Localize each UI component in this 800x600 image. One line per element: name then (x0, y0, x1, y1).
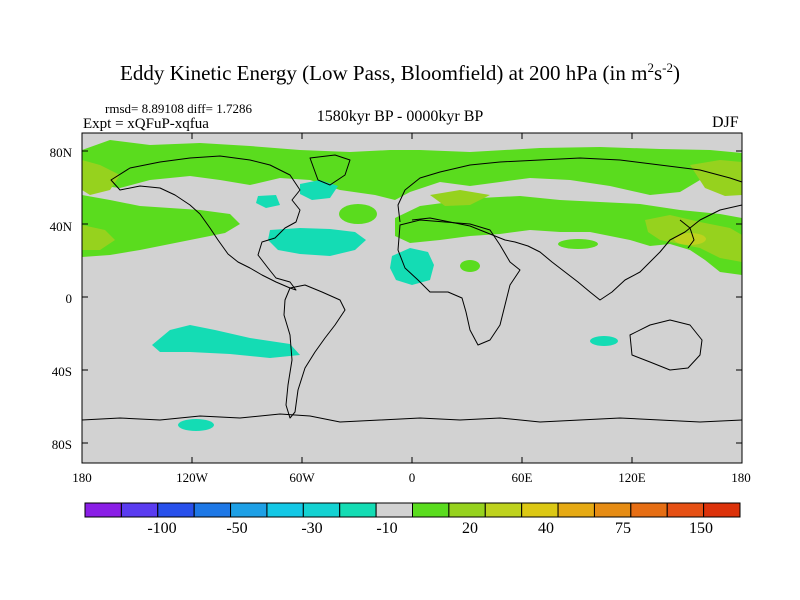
colorbar-box (120, 502, 159, 518)
coast-north-america (110, 155, 301, 291)
anomaly-negative-atlantic (268, 228, 366, 256)
colorbar-box (375, 502, 413, 518)
coast-japan (679, 219, 695, 249)
colorbar-box (266, 502, 304, 518)
anomaly-eurasia-jet (395, 196, 742, 275)
colorbar-box (157, 502, 195, 518)
colorbar-label-minus-100: -100 (147, 520, 177, 537)
coast-antarctica (81, 413, 743, 423)
period-label: 1580kyr BP - 0000kyr BP (316, 108, 484, 125)
colorbar-label-75: 75 (615, 520, 631, 537)
colorbar-box (557, 502, 595, 518)
colorbar-box (230, 502, 268, 518)
anomaly-strong-bering (82, 160, 120, 195)
coast-africa (397, 219, 521, 346)
colorbar-label-minus-10: -10 (376, 520, 398, 537)
anomaly-negative-labrador (300, 180, 338, 200)
colorbar-box (521, 502, 559, 518)
colorbar-box (412, 502, 450, 518)
colorbar-label-20: 20 (462, 520, 478, 537)
lon-label-120e: 120E (618, 470, 646, 485)
anomaly-negative-south-pacific (152, 325, 300, 358)
anomaly-strong-dateline (82, 225, 115, 250)
colorbar-label-150: 150 (689, 520, 713, 537)
anomaly-sahara-blob (460, 260, 480, 272)
lat-ticks (82, 150, 742, 444)
colorbar-box (593, 502, 632, 518)
anomaly-negative-north-america (256, 195, 280, 208)
lon-label-120w: 120W (176, 470, 208, 485)
lat-label-0: 0 (65, 291, 73, 306)
anomaly-negative-indian-ocean (590, 336, 618, 346)
anomaly-strong-siberia (690, 160, 742, 196)
lat-label-80n: 80N (49, 145, 72, 160)
plot-title: Eddy Kinetic Energy (Low Pass, Bloomfiel… (120, 60, 680, 85)
lon-label-180w: 180 (72, 470, 92, 485)
colorbar-box (630, 502, 668, 518)
colorbar-box (339, 502, 377, 518)
lon-label-60w: 60W (289, 470, 315, 485)
colorbar (84, 502, 741, 518)
lon-label-60e: 60E (511, 470, 533, 485)
lat-label-80s: 80S (51, 437, 72, 452)
colorbar-box (666, 502, 705, 518)
coast-eurasia (397, 157, 743, 301)
colorbar-label-minus-30: -30 (301, 520, 323, 537)
colorbar-label-40: 40 (538, 520, 554, 537)
lon-label-180e: 180 (731, 470, 751, 485)
colorbar-box (448, 502, 486, 518)
coast-australia (629, 319, 703, 371)
colorbar-label-minus-50: -50 (226, 520, 248, 537)
lat-label-40s: 40S (51, 364, 72, 379)
colorbar-box (302, 502, 341, 518)
season-label: DJF (712, 114, 739, 131)
anomaly-strong-europe (430, 190, 490, 206)
anomaly-south-asia-blob (558, 239, 598, 249)
anomaly-negative-southern-ocean (178, 419, 214, 431)
experiment-label: Expt = xQFuP-xqfua (83, 116, 209, 132)
anomaly-north-pacific (82, 195, 240, 257)
lon-label-0: 0 (408, 470, 416, 485)
colorbar-box (193, 502, 232, 518)
coast-greenland (309, 154, 351, 186)
stats-text: rmsd= 8.89108 diff= 1.7286 (105, 101, 252, 116)
coastlines (81, 154, 743, 423)
anomaly-peak-japan (674, 233, 706, 245)
lat-label-40n: 40N (49, 219, 72, 234)
lon-ticks (191, 133, 633, 463)
anomaly-north-atlantic-blob (339, 204, 377, 224)
colorbar-box (484, 502, 523, 518)
colorbar-box (84, 502, 122, 518)
anomaly-arctic-band (82, 140, 742, 200)
colorbar-box (703, 502, 741, 518)
coast-south-america (283, 284, 346, 419)
